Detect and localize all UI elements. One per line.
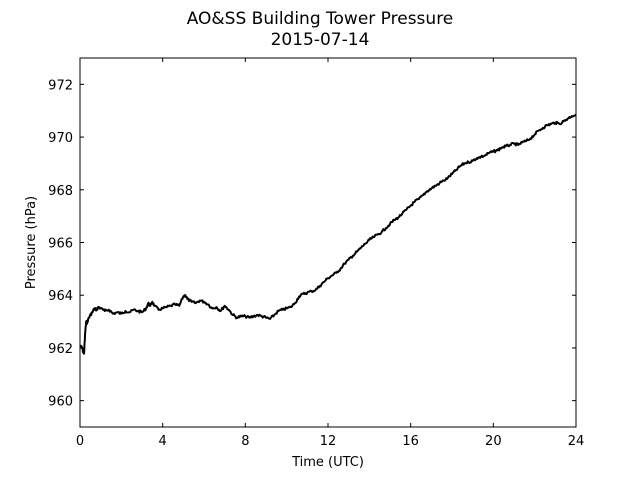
x-axis-label: Time (UTC) — [291, 455, 364, 470]
x-tick-label: 20 — [485, 434, 502, 449]
x-tick-label: 4 — [159, 434, 167, 449]
y-axis-ticks: 960 962 964 966 968 970 972 — [48, 78, 576, 410]
x-tick-label: 24 — [568, 434, 585, 449]
plot-frame — [79, 57, 577, 428]
pressure-series-line — [79, 113, 577, 355]
y-tick-label: 964 — [48, 289, 73, 304]
y-tick-label: 960 — [48, 395, 73, 410]
x-axis-ticks: 0 4 8 12 16 20 24 — [76, 58, 584, 449]
y-tick-label: 966 — [48, 237, 73, 252]
x-tick-label: 16 — [402, 434, 419, 449]
chart-subtitle: 2015-07-14 — [271, 30, 370, 50]
y-tick-label: 962 — [48, 342, 73, 357]
x-tick-label: 8 — [241, 434, 249, 449]
chart-title: AO&SS Building Tower Pressure — [187, 9, 454, 29]
x-tick-label: 0 — [76, 434, 84, 449]
x-tick-label: 12 — [320, 434, 337, 449]
y-tick-label: 972 — [48, 78, 73, 93]
y-tick-label: 968 — [48, 184, 73, 199]
y-tick-label: 970 — [48, 131, 73, 146]
y-axis-label: Pressure (hPa) — [24, 196, 39, 289]
